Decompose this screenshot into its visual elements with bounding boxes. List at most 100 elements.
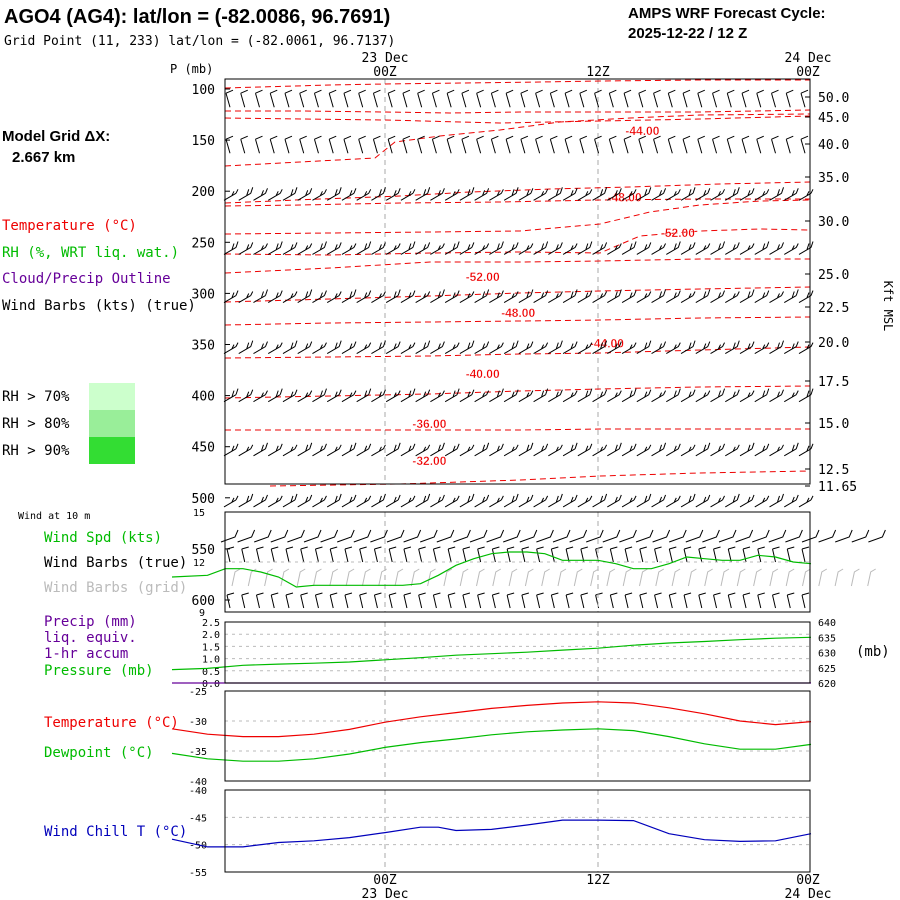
wind-barb-true <box>403 529 422 543</box>
pressure-tick-label: 100 <box>192 83 215 98</box>
chill-tick-label: -45 <box>189 813 207 824</box>
wind-barb <box>506 592 515 609</box>
wind-barb <box>695 188 711 201</box>
wind-barb-grid <box>524 568 534 587</box>
wind-barb <box>285 592 294 609</box>
wind-barb <box>503 340 519 355</box>
temp-tick-label: -40 <box>189 777 207 788</box>
wind-barb-true <box>652 529 671 543</box>
wind-barb <box>769 291 784 303</box>
wind-barb <box>798 495 814 508</box>
wind-barb <box>536 546 544 563</box>
wind-barb <box>267 388 283 403</box>
wind-barb <box>462 592 471 609</box>
height-tick-label: 45.0 <box>818 111 849 126</box>
wind-barb <box>388 546 397 563</box>
wind-barb <box>446 135 455 154</box>
wind-barb-true <box>519 529 538 543</box>
wind-barb <box>680 444 696 457</box>
pressure-line <box>171 636 812 671</box>
wind-barb <box>329 592 338 609</box>
wind-barb <box>431 135 440 154</box>
wind-barb <box>267 443 283 457</box>
wind-barb <box>739 289 755 303</box>
wind-barb-grid <box>720 568 730 587</box>
wind-barb <box>769 340 784 355</box>
wind-barb <box>447 546 456 563</box>
wind-barb-grid <box>541 568 550 587</box>
wind-barb <box>474 188 490 201</box>
wind-speed-line <box>171 551 812 588</box>
wind-barb <box>771 89 779 108</box>
wind-barb <box>474 442 490 457</box>
wind-barb <box>784 188 799 201</box>
wind-barb <box>577 388 593 403</box>
time-label-top-00z: 00Z <box>373 65 397 80</box>
wind-barb <box>786 592 795 609</box>
wind-barb <box>756 135 764 154</box>
time-label-top-00z2: 00Z <box>796 65 820 80</box>
wind-barb-true <box>237 529 256 543</box>
wind-barb <box>359 592 367 609</box>
wind-barb <box>550 546 559 563</box>
wind-barb <box>385 341 401 355</box>
wind-barb <box>697 135 705 154</box>
wind-barb <box>388 592 397 609</box>
wind-barb <box>343 89 352 108</box>
wind-barb <box>666 189 681 201</box>
wind-barb <box>270 546 279 563</box>
wind-barb-grid <box>736 568 746 587</box>
pressure-tick-label: 350 <box>192 339 215 354</box>
cycle-label: AMPS WRF Forecast Cycle: <box>628 5 826 22</box>
wind-barb <box>476 89 484 108</box>
wind-barb-true <box>768 529 787 543</box>
wind-barb <box>651 341 667 355</box>
wind-chill-panel: -40 -45 -50 -55 <box>171 786 812 879</box>
legend-rh-70: RH > 70% <box>2 389 70 405</box>
wind-barb <box>329 546 338 563</box>
wind-barb <box>682 89 691 108</box>
wind-barb <box>784 390 799 403</box>
wind-barb <box>754 290 770 303</box>
wind-barb-grid <box>606 568 616 587</box>
wind-barb <box>506 546 515 563</box>
wind-barb <box>562 390 578 403</box>
wind-barb <box>253 341 268 355</box>
wind-barb <box>491 546 500 563</box>
wind-barb <box>621 495 637 508</box>
wind-barb <box>562 289 578 303</box>
temp-tick-label: -30 <box>189 717 207 728</box>
wind-barb <box>518 289 534 303</box>
time-label-top-day2: 24 Dec <box>785 51 832 66</box>
wind-barb <box>680 389 696 403</box>
wind-barb <box>666 241 681 255</box>
wind-barb <box>653 89 661 108</box>
wind-barb <box>400 241 416 255</box>
wind-barb <box>533 388 549 403</box>
wind-barb-true <box>287 529 305 543</box>
wind-barb-true <box>469 529 488 543</box>
wind-barb <box>285 546 294 563</box>
wind-barb-grid <box>508 568 518 587</box>
pressure-tick-label: 400 <box>192 390 215 405</box>
wind-barb <box>356 290 372 303</box>
wind-barb <box>444 342 460 355</box>
wind-barb <box>372 135 381 154</box>
height-tick-label: 22.5 <box>818 301 849 316</box>
wind-barb <box>535 135 543 154</box>
wind-barb <box>518 442 534 457</box>
wind-barb <box>459 340 475 355</box>
wind-barb <box>771 135 779 154</box>
wind-barb-true <box>503 529 521 543</box>
wind-barb <box>341 341 357 355</box>
wind-barb <box>577 189 593 201</box>
wind-barb <box>282 389 298 403</box>
wind-barb <box>225 89 234 108</box>
wind-barb <box>636 493 652 508</box>
wind-barb-true <box>752 529 770 543</box>
wind-barb <box>520 135 529 154</box>
wind-barb <box>282 493 298 508</box>
wind-barb <box>297 341 313 355</box>
wind-barb <box>328 89 337 108</box>
wind-barb <box>784 341 799 355</box>
